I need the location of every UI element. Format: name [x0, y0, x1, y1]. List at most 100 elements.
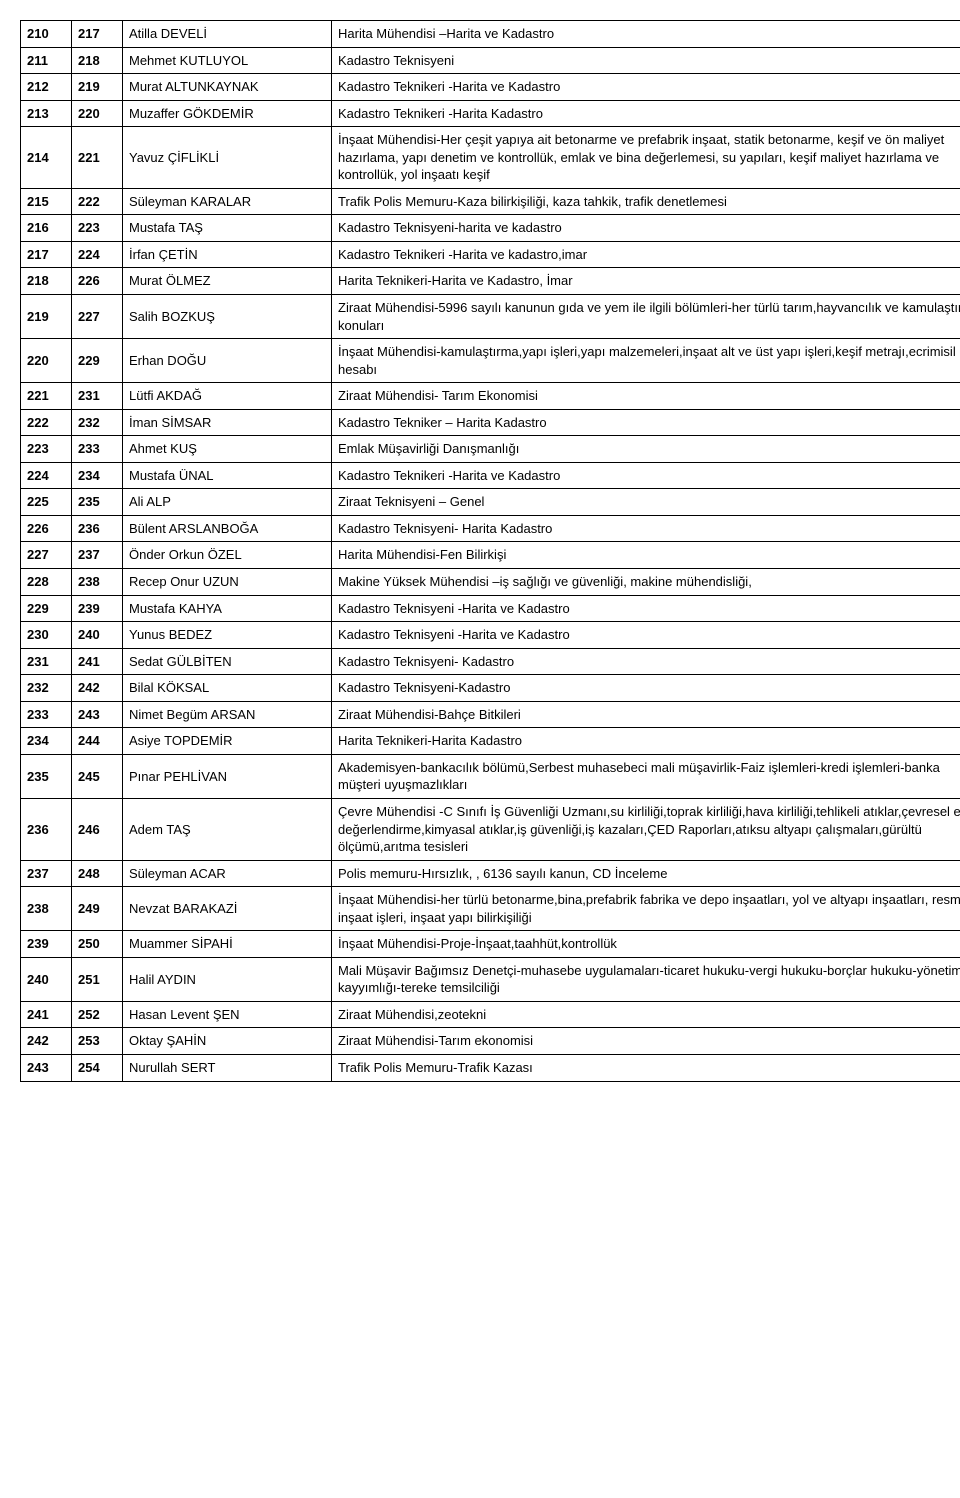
col-seq: 223: [21, 436, 72, 463]
col-seq: 227: [21, 542, 72, 569]
col-seq: 218: [21, 268, 72, 295]
col-id: 238: [72, 569, 123, 596]
col-name: Oktay ŞAHİN: [123, 1028, 332, 1055]
table-row: 215222Süleyman KARALARTrafik Polis Memur…: [21, 188, 960, 215]
col-name: Nurullah SERT: [123, 1054, 332, 1081]
col-desc: Harita Mühendisi –Harita ve Kadastro: [332, 21, 960, 48]
col-id: 236: [72, 515, 123, 542]
col-desc: Kadastro Teknisyeni: [332, 47, 960, 74]
col-name: Murat ALTUNKAYNAK: [123, 74, 332, 101]
col-id: 227: [72, 295, 123, 339]
col-name: Mehmet KUTLUYOL: [123, 47, 332, 74]
table-row: 243254Nurullah SERTTrafik Polis Memuru-T…: [21, 1054, 960, 1081]
col-seq: 215: [21, 188, 72, 215]
col-desc: Ziraat Mühendisi,zeotekni: [332, 1001, 960, 1028]
col-id: 249: [72, 887, 123, 931]
col-desc: Ziraat Mühendisi-Bahçe Bitkileri: [332, 701, 960, 728]
col-desc: Kadastro Teknisyeni-Kadastro: [332, 675, 960, 702]
table-row: 212219Murat ALTUNKAYNAKKadastro Tekniker…: [21, 74, 960, 101]
col-seq: 225: [21, 489, 72, 516]
col-seq: 241: [21, 1001, 72, 1028]
col-name: Ahmet KUŞ: [123, 436, 332, 463]
col-name: Pınar PEHLİVAN: [123, 754, 332, 798]
col-id: 240: [72, 622, 123, 649]
col-name: İman SİMSAR: [123, 409, 332, 436]
col-id: 234: [72, 462, 123, 489]
col-seq: 221: [21, 383, 72, 410]
table-row: 220229Erhan DOĞUİnşaat Mühendisi-kamulaş…: [21, 339, 960, 383]
col-id: 233: [72, 436, 123, 463]
table-row: 238249Nevzat BARAKAZİİnşaat Mühendisi-he…: [21, 887, 960, 931]
col-seq: 238: [21, 887, 72, 931]
col-id: 232: [72, 409, 123, 436]
table-row: 223233Ahmet KUŞEmlak Müşavirliği Danışma…: [21, 436, 960, 463]
table-row: 235245Pınar PEHLİVANAkademisyen-bankacıl…: [21, 754, 960, 798]
col-desc: Makine Yüksek Mühendisi –iş sağlığı ve g…: [332, 569, 960, 596]
col-seq: 230: [21, 622, 72, 649]
table-row: 228238Recep Onur UZUNMakine Yüksek Mühen…: [21, 569, 960, 596]
col-name: Salih BOZKUŞ: [123, 295, 332, 339]
table-row: 227237Önder Orkun ÖZELHarita Mühendisi-F…: [21, 542, 960, 569]
table-row: 210217Atilla DEVELİHarita Mühendisi –Har…: [21, 21, 960, 48]
col-seq: 217: [21, 241, 72, 268]
col-desc: İnşaat Mühendisi-Her çeşit yapıya ait be…: [332, 127, 960, 189]
col-seq: 231: [21, 648, 72, 675]
table-row: 232242Bilal KÖKSALKadastro Teknisyeni-Ka…: [21, 675, 960, 702]
col-seq: 233: [21, 701, 72, 728]
col-seq: 240: [21, 957, 72, 1001]
col-desc: Ziraat Teknisyeni – Genel: [332, 489, 960, 516]
col-name: Nimet Begüm ARSAN: [123, 701, 332, 728]
col-id: 239: [72, 595, 123, 622]
roster-table: 210217Atilla DEVELİHarita Mühendisi –Har…: [20, 20, 960, 1082]
col-id: 253: [72, 1028, 123, 1055]
col-desc: Polis memuru-Hırsızlık, , 6136 sayılı ka…: [332, 860, 960, 887]
col-seq: 210: [21, 21, 72, 48]
col-name: Bülent ARSLANBOĞA: [123, 515, 332, 542]
col-desc: İnşaat Mühendisi-kamulaştırma,yapı işler…: [332, 339, 960, 383]
col-id: 226: [72, 268, 123, 295]
col-desc: Akademisyen-bankacılık bölümü,Serbest mu…: [332, 754, 960, 798]
table-row: 225235Ali ALPZiraat Teknisyeni – Genel: [21, 489, 960, 516]
col-name: Lütfi AKDAĞ: [123, 383, 332, 410]
col-desc: Harita Teknikeri-Harita Kadastro: [332, 728, 960, 755]
col-id: 242: [72, 675, 123, 702]
col-desc: Kadastro Teknikeri -Harita ve Kadastro: [332, 74, 960, 101]
col-name: Murat ÖLMEZ: [123, 268, 332, 295]
col-name: Yavuz ÇİFLİKLİ: [123, 127, 332, 189]
table-row: 217224İrfan ÇETİNKadastro Teknikeri -Har…: [21, 241, 960, 268]
col-name: Halil AYDIN: [123, 957, 332, 1001]
col-id: 250: [72, 931, 123, 958]
col-name: Atilla DEVELİ: [123, 21, 332, 48]
table-row: 211218Mehmet KUTLUYOLKadastro Teknisyeni: [21, 47, 960, 74]
col-desc: Kadastro Teknisyeni- Kadastro: [332, 648, 960, 675]
col-seq: 239: [21, 931, 72, 958]
col-desc: Harita Mühendisi-Fen Bilirkişi: [332, 542, 960, 569]
table-row: 230240Yunus BEDEZKadastro Teknisyeni -Ha…: [21, 622, 960, 649]
col-name: Hasan Levent ŞEN: [123, 1001, 332, 1028]
col-seq: 237: [21, 860, 72, 887]
col-desc: Emlak Müşavirliği Danışmanlığı: [332, 436, 960, 463]
col-seq: 220: [21, 339, 72, 383]
col-seq: 228: [21, 569, 72, 596]
col-desc: Trafik Polis Memuru-Kaza bilirkişiliği, …: [332, 188, 960, 215]
col-id: 241: [72, 648, 123, 675]
col-seq: 229: [21, 595, 72, 622]
col-name: Muzaffer GÖKDEMİR: [123, 100, 332, 127]
col-id: 235: [72, 489, 123, 516]
col-name: Önder Orkun ÖZEL: [123, 542, 332, 569]
col-name: Sedat GÜLBİTEN: [123, 648, 332, 675]
col-id: 217: [72, 21, 123, 48]
col-desc: Mali Müşavir Bağımsız Denetçi-muhasebe u…: [332, 957, 960, 1001]
col-name: Ali ALP: [123, 489, 332, 516]
table-row: 226236Bülent ARSLANBOĞAKadastro Teknisye…: [21, 515, 960, 542]
table-row: 213220Muzaffer GÖKDEMİRKadastro Tekniker…: [21, 100, 960, 127]
col-desc: Harita Teknikeri-Harita ve Kadastro, İma…: [332, 268, 960, 295]
col-desc: İnşaat Mühendisi-Proje-İnşaat,taahhüt,ko…: [332, 931, 960, 958]
table-row: 222232İman SİMSARKadastro Tekniker – Har…: [21, 409, 960, 436]
col-seq: 235: [21, 754, 72, 798]
col-desc: Ziraat Mühendisi- Tarım Ekonomisi: [332, 383, 960, 410]
table-row: 229239Mustafa KAHYAKadastro Teknisyeni -…: [21, 595, 960, 622]
col-desc: Ziraat Mühendisi-Tarım ekonomisi: [332, 1028, 960, 1055]
col-desc: Kadastro Teknisyeni -Harita ve Kadastro: [332, 595, 960, 622]
table-row: 216223Mustafa TAŞKadastro Teknisyeni-har…: [21, 215, 960, 242]
